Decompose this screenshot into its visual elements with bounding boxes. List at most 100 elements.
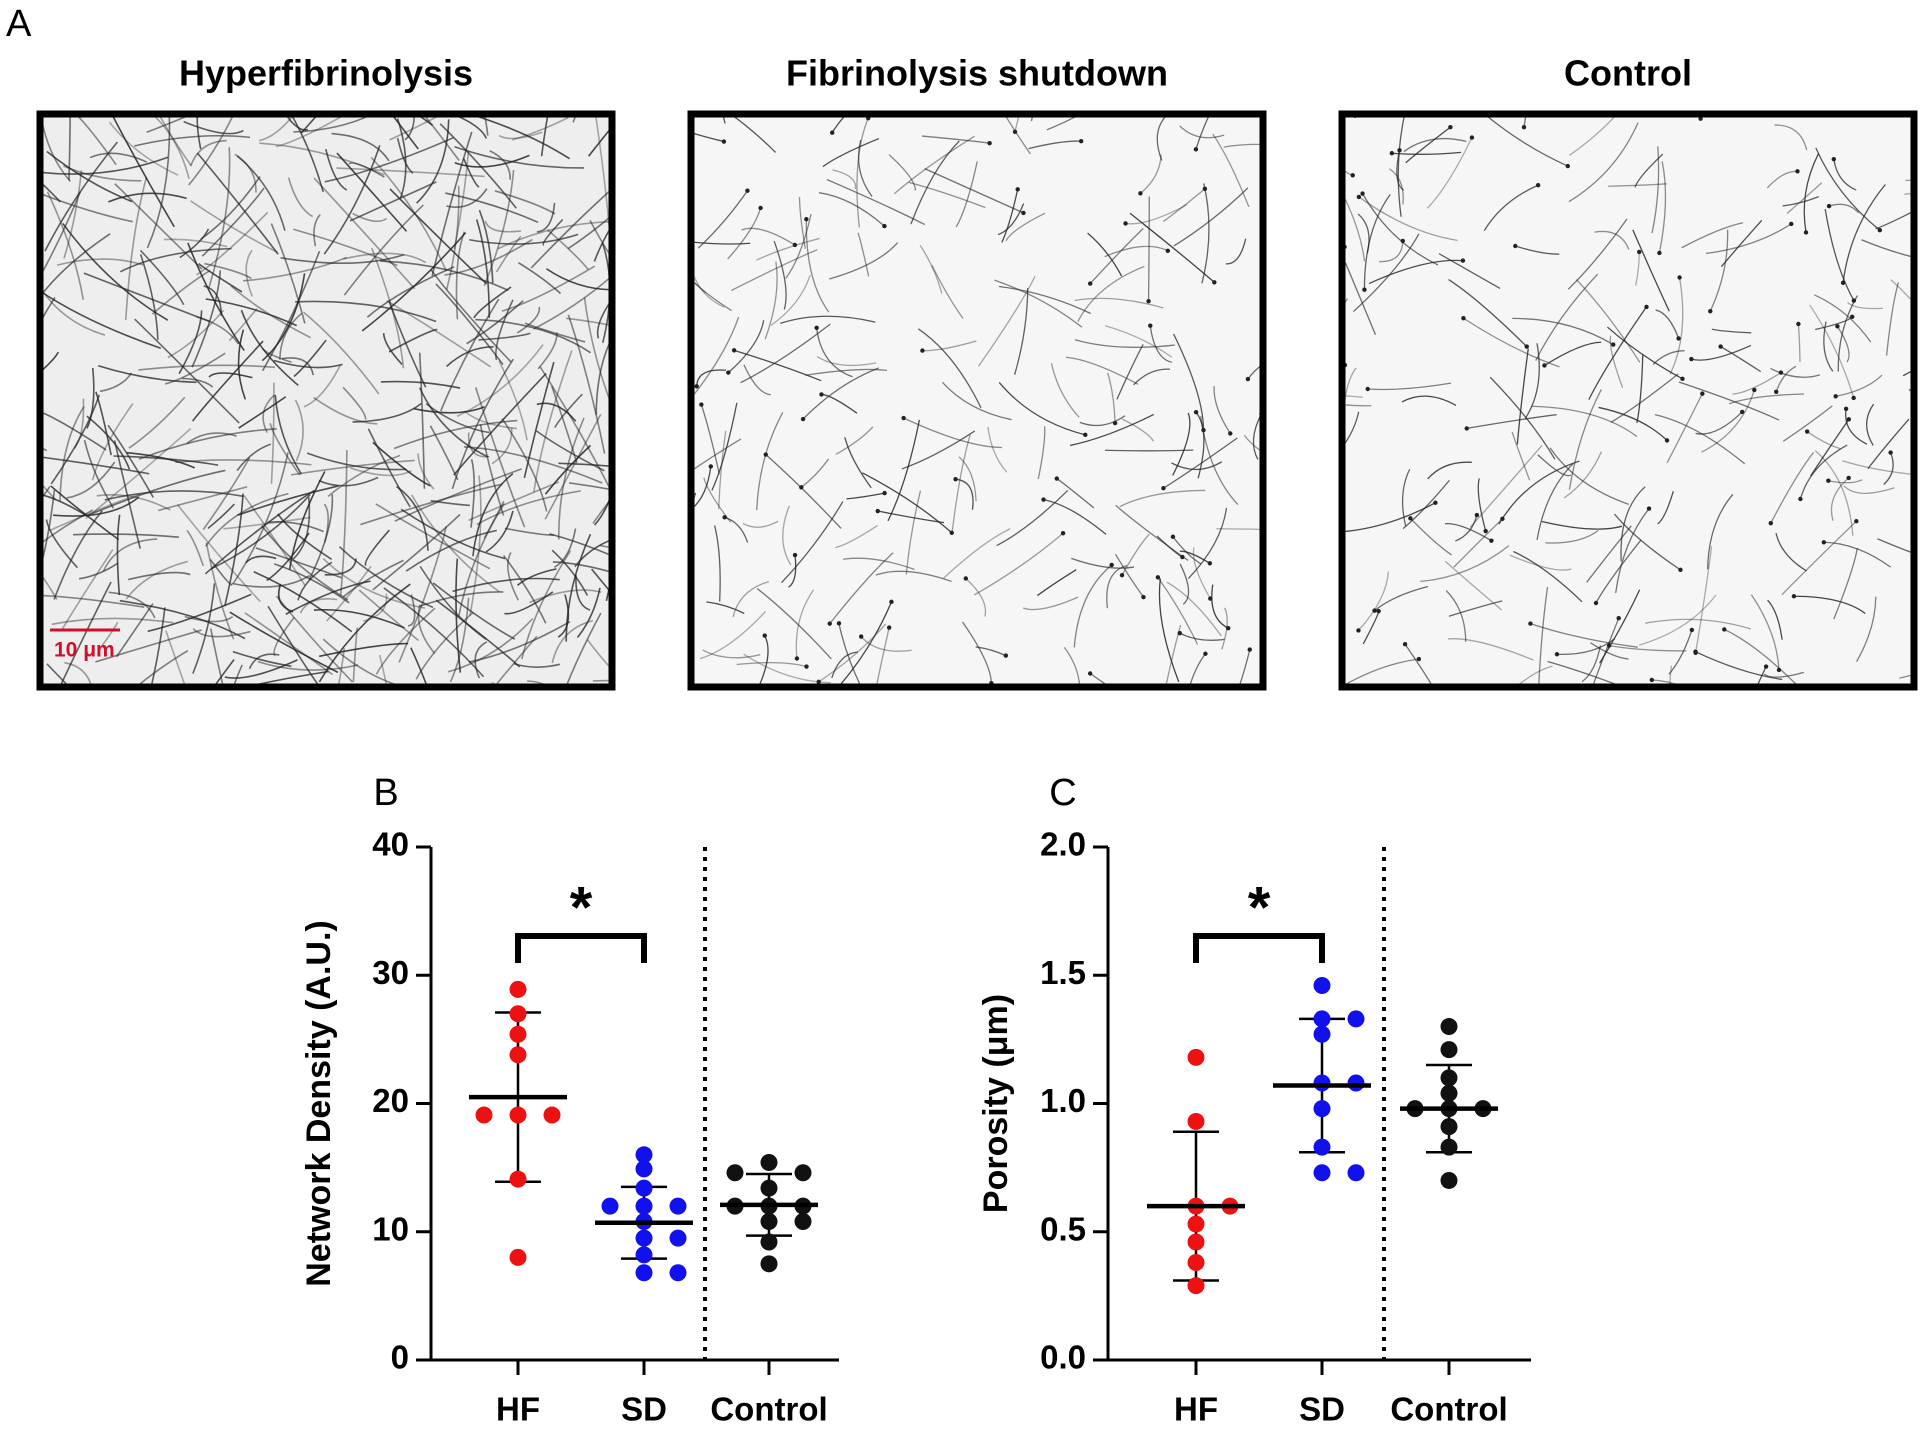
fiber xyxy=(86,367,95,429)
fiber xyxy=(545,268,612,291)
fiber xyxy=(507,552,520,601)
fiber-node xyxy=(708,464,714,469)
fiber xyxy=(842,557,915,570)
fiber xyxy=(1890,279,1914,304)
fiber-node xyxy=(920,348,925,353)
fiber xyxy=(1247,363,1263,380)
fiber xyxy=(501,418,548,512)
fiber xyxy=(210,494,311,570)
fiber-node xyxy=(1789,221,1794,227)
fiber xyxy=(977,276,1036,367)
fiber xyxy=(1699,114,1703,119)
fiber xyxy=(860,636,912,652)
fiber-node xyxy=(1851,395,1856,401)
fiber xyxy=(1342,502,1436,533)
image-title: Fibrinolysis shutdown xyxy=(786,53,1168,94)
fiber xyxy=(1835,374,1883,397)
fiber xyxy=(336,167,485,178)
fiber xyxy=(962,621,993,684)
fiber xyxy=(454,145,585,169)
fiber xyxy=(1195,114,1211,150)
fiber xyxy=(279,313,302,360)
fiber xyxy=(450,114,488,139)
fiber-node xyxy=(1804,429,1810,434)
fiber xyxy=(1651,146,1660,234)
fiber-node xyxy=(1123,221,1128,226)
fiber xyxy=(95,629,202,663)
fiber xyxy=(370,156,448,272)
fiber xyxy=(536,402,577,422)
fiber xyxy=(691,278,733,312)
fiber xyxy=(313,608,405,629)
fiber-node xyxy=(1203,651,1208,656)
fiber xyxy=(1106,564,1128,609)
fiber-node xyxy=(1460,258,1466,263)
fiber xyxy=(1073,564,1113,648)
fiber xyxy=(1781,520,1857,596)
data-point xyxy=(1187,1233,1205,1251)
fiber xyxy=(468,621,571,663)
fiber xyxy=(1531,405,1638,438)
fiber xyxy=(389,114,445,141)
fiber xyxy=(1361,193,1439,266)
fiber xyxy=(1179,550,1211,564)
fiber xyxy=(40,351,60,374)
fiber xyxy=(261,250,321,372)
fiber xyxy=(244,612,334,676)
fiber xyxy=(1179,125,1225,139)
fiber-node xyxy=(1831,156,1837,162)
fiber xyxy=(388,300,427,388)
fiber xyxy=(40,485,51,502)
micrograph-bg xyxy=(1342,114,1914,687)
micrograph xyxy=(36,110,616,691)
fiber-node xyxy=(1851,298,1857,303)
fiber xyxy=(818,192,885,227)
fiber xyxy=(1635,251,1640,286)
fiber xyxy=(558,462,612,468)
fiber xyxy=(1547,660,1625,687)
data-point xyxy=(1347,1164,1365,1182)
fiber xyxy=(489,150,511,180)
fiber xyxy=(1755,666,1767,687)
fiber-node xyxy=(882,490,887,496)
fiber xyxy=(1728,393,1805,405)
fiber xyxy=(237,485,339,517)
fiber xyxy=(297,561,333,601)
fiber xyxy=(1613,513,1681,571)
fiber xyxy=(165,630,187,687)
fiber-node xyxy=(1693,650,1698,656)
fiber xyxy=(273,616,295,657)
significance-label: * xyxy=(1248,875,1271,940)
fiber xyxy=(609,444,612,454)
data-point xyxy=(1440,1171,1458,1189)
y-tick-label: 30 xyxy=(372,954,409,991)
fiber xyxy=(1028,140,1082,150)
fiber-node xyxy=(901,415,906,421)
fiber xyxy=(342,386,367,420)
fiber xyxy=(1211,584,1229,629)
fiber xyxy=(78,116,117,166)
fiber xyxy=(267,521,324,533)
fiber xyxy=(822,137,880,168)
data-point xyxy=(509,980,527,998)
fiber xyxy=(1588,306,1648,400)
fiber-node xyxy=(1680,376,1685,381)
fiber-node xyxy=(762,633,767,638)
fiber xyxy=(447,618,534,673)
fiber-node xyxy=(792,552,798,558)
fiber xyxy=(236,443,272,472)
fiber xyxy=(1158,578,1180,683)
fiber xyxy=(1022,596,1079,611)
fiber xyxy=(478,332,531,341)
fiber xyxy=(293,228,398,267)
fiber-node xyxy=(1356,628,1361,633)
fiber xyxy=(1149,325,1173,363)
fiber xyxy=(224,659,298,679)
fiber xyxy=(958,456,977,502)
fiber xyxy=(50,394,101,485)
fiber xyxy=(1720,219,1763,268)
data-point xyxy=(635,1246,653,1264)
fiber xyxy=(280,253,405,264)
fiber xyxy=(595,116,610,225)
